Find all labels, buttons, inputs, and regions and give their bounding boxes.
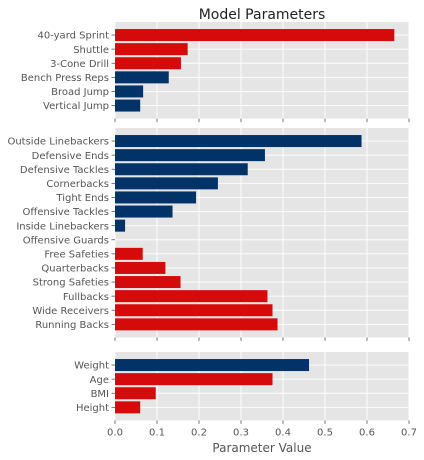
y-tick-label-age: Age <box>90 375 109 386</box>
x-tick-label: 0.7 <box>401 427 417 438</box>
bar-vertical-jump <box>115 99 141 112</box>
bar-age <box>115 373 273 386</box>
y-tick-label-height: Height <box>76 403 109 414</box>
x-axis-ticks: 0.0 0.1 0.2 0.3 0.4 0.5 0.6 0.7 <box>107 427 417 438</box>
x-tick-label: 0.1 <box>149 427 165 438</box>
y-tick-label-running-backs: Running Backs <box>35 320 109 331</box>
bar-running-backs <box>115 318 278 331</box>
chart-title: Model Parameters <box>199 7 326 23</box>
bar-strong-safeties <box>115 276 181 289</box>
bar-outside-linebackers <box>115 135 362 148</box>
y-tick-label-bench-press-reps: Bench Press Reps <box>21 73 109 84</box>
y-tick-label-quarterbacks: Quarterbacks <box>41 264 109 275</box>
bar-inside-linebackers <box>115 219 126 232</box>
y-tick-label-defensive-ends: Defensive Ends <box>32 151 109 162</box>
x-tick-label: 0.0 <box>107 427 123 438</box>
y-tick-label-defensive-tackles: Defensive Tackles <box>20 165 109 176</box>
y-tick-label-broad-jump: Broad Jump <box>51 87 109 98</box>
y-tick-label-cornerbacks: Cornerbacks <box>46 179 109 190</box>
panel-background <box>115 128 409 338</box>
y-tick-label-bmi: BMI <box>91 389 109 400</box>
y-tick-label-3-cone-drill: 3-Cone Drill <box>50 59 109 70</box>
x-tick-label: 0.5 <box>317 427 333 438</box>
bar-offensive-tackles <box>115 205 173 218</box>
y-tick-label-strong-safeties: Strong Safeties <box>33 278 109 289</box>
bar-defensive-ends <box>115 149 265 162</box>
x-tick-label: 0.4 <box>275 427 291 438</box>
x-axis-title: Parameter Value <box>212 441 311 455</box>
bar-defensive-tackles <box>115 163 248 176</box>
bar-shuttle <box>115 43 188 56</box>
x-tick-label: 0.6 <box>359 427 375 438</box>
bar-bench-press-reps <box>115 71 169 84</box>
panels-layer: 40-yard Sprint Shuttle 3-Cone Drill Bench P… <box>7 22 410 424</box>
bar-free-safeties <box>115 247 143 260</box>
panel-3: Weight Age BMI Height <box>74 352 410 424</box>
y-tick-label-free-safeties: Free Safeties <box>44 249 109 260</box>
y-tick-label-tight-ends: Tight Ends <box>55 193 109 204</box>
bar-broad-jump <box>115 85 144 98</box>
bar-bmi <box>115 387 156 400</box>
bar-cornerbacks <box>115 177 218 190</box>
bar-3-cone-drill <box>115 57 181 70</box>
panel-grid <box>114 128 410 338</box>
bar-fullbacks <box>115 290 268 303</box>
bar-tight-ends <box>115 191 197 204</box>
x-tick-label: 0.3 <box>233 427 249 438</box>
bar-height <box>115 401 141 414</box>
x-tick-label: 0.2 <box>191 427 207 438</box>
y-tick-label-40-yard-sprint: 40-yard Sprint <box>37 31 109 42</box>
y-tick-label-weight: Weight <box>74 361 109 372</box>
panel-1: 40-yard Sprint Shuttle 3-Cone Drill Bench P… <box>21 22 410 123</box>
y-tick-label-vertical-jump: Vertical Jump <box>43 101 109 112</box>
y-tick-label-fullbacks: Fullbacks <box>63 292 109 303</box>
bar-weight <box>115 359 310 372</box>
bar-quarterbacks <box>115 261 166 274</box>
y-tick-label-offensive-guards: Offensive Guards <box>23 235 109 246</box>
y-tick-label-outside-linebackers: Outside Linebackers <box>7 137 109 148</box>
y-tick-label-shuttle: Shuttle <box>73 45 109 56</box>
y-tick-label-offensive-tackles: Offensive Tackles <box>23 207 110 218</box>
bar-40-yard-sprint <box>115 29 395 42</box>
y-tick-label-wide-receivers: Wide Receivers <box>32 306 109 317</box>
y-tick-label-inside-linebackers: Inside Linebackers <box>16 221 109 232</box>
panel-2: Outside Linebackers Defensive Ends Defensi… <box>7 128 410 341</box>
bar-wide-receivers <box>115 304 273 317</box>
